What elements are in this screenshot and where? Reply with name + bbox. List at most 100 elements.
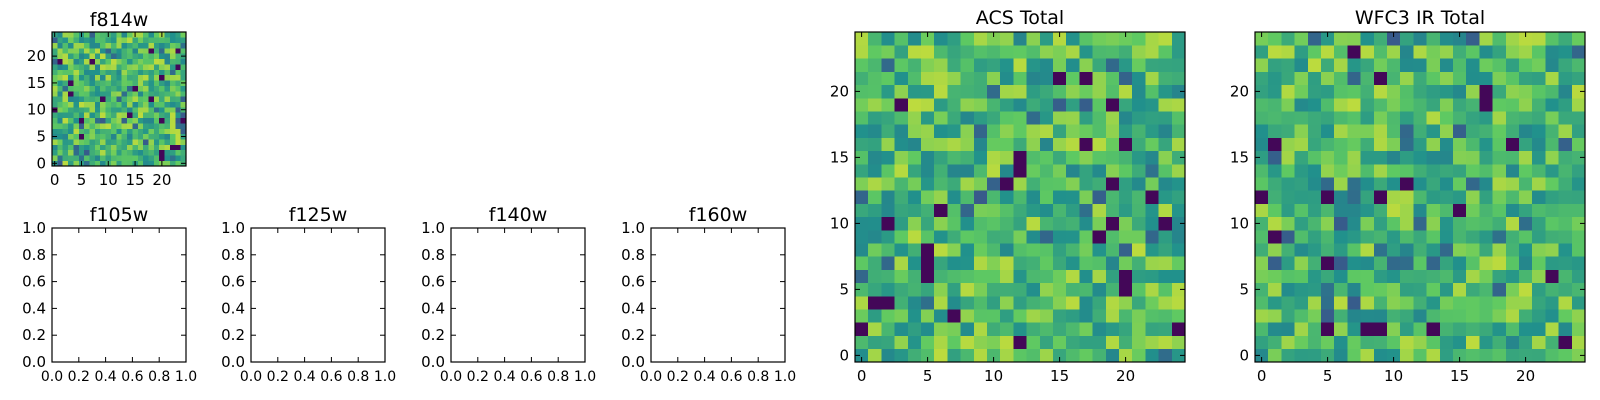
heatmap-cell	[907, 296, 922, 310]
heatmap-cell	[1132, 124, 1146, 138]
heatmap-cell	[68, 123, 74, 129]
heatmap-cell	[1294, 164, 1309, 178]
heatmap-cell	[1066, 98, 1080, 112]
heatmap-cell	[121, 117, 128, 124]
heatmap-cell	[1092, 230, 1107, 244]
heatmap-cell	[1360, 150, 1375, 165]
heatmap-cell	[1066, 58, 1080, 72]
heatmap-cell	[148, 96, 155, 102]
heatmap-cell	[1466, 309, 1480, 323]
heatmap-cell	[907, 243, 922, 257]
heatmap-cell	[1255, 58, 1269, 72]
heatmap-cell	[973, 309, 988, 323]
heatmap-cell	[1268, 190, 1282, 204]
heatmap-cell	[94, 80, 101, 86]
heatmap-cell	[1532, 282, 1546, 297]
heatmap-cell	[1145, 111, 1159, 125]
heatmap-cell	[987, 32, 1001, 46]
heatmap-cell	[960, 137, 975, 152]
heatmap-cell	[1334, 309, 1348, 323]
heatmap-cell	[1505, 282, 1520, 297]
heatmap-cell	[132, 53, 139, 60]
heatmap-cell	[855, 98, 869, 112]
heatmap-cell	[907, 269, 922, 284]
heatmap-cell	[116, 80, 122, 86]
heatmap-cell	[881, 256, 895, 270]
heatmap-cell	[57, 32, 64, 38]
heatmap-cell	[153, 80, 160, 86]
heatmap-cell	[934, 111, 948, 125]
heatmap-cell	[1119, 111, 1133, 125]
x-tick-label: 0	[857, 367, 867, 385]
heatmap-cell	[1558, 45, 1573, 59]
heatmap-cell	[89, 96, 96, 102]
x-tick-label: 0	[50, 171, 60, 189]
heatmap-cell	[127, 42, 133, 49]
heatmap-cell	[57, 53, 64, 60]
heatmap-cell	[110, 69, 117, 76]
heatmap-cell	[84, 53, 90, 60]
heatmap-cell	[57, 96, 64, 102]
heatmap-cell	[1347, 269, 1361, 284]
heatmap-cell	[62, 101, 69, 108]
y-tick-label: 0.0	[221, 353, 245, 371]
heatmap-cell	[78, 69, 85, 76]
heatmap-cell	[1000, 256, 1014, 270]
x-tick-label: 5	[1323, 367, 1333, 385]
heatmap-cell	[921, 322, 935, 336]
heatmap-cell	[78, 117, 85, 124]
heatmap-cell	[180, 48, 187, 54]
heatmap-cell	[1571, 335, 1586, 350]
heatmap-cell	[1439, 309, 1454, 323]
heatmap-cell	[89, 74, 96, 81]
heatmap-cell	[1105, 256, 1120, 270]
heatmap-cell	[57, 58, 64, 65]
heatmap-cell	[1426, 71, 1441, 86]
heatmap-cell	[1453, 296, 1467, 310]
heatmap-cell	[110, 149, 117, 156]
heatmap-cell	[1571, 137, 1586, 152]
heatmap-cell	[100, 160, 106, 167]
heatmap-cell	[1281, 282, 1295, 297]
heatmap-cell	[164, 96, 171, 102]
heatmap-cell	[100, 37, 106, 44]
heatmap-cell	[132, 128, 139, 135]
heatmap-cell	[907, 335, 922, 350]
heatmap-cell	[881, 203, 895, 218]
heatmap-cell	[180, 74, 187, 81]
heatmap-cell	[52, 48, 58, 54]
heatmap-cell	[1268, 58, 1282, 72]
heatmap-cell	[1171, 98, 1186, 112]
heatmap-cell	[1079, 150, 1093, 165]
heatmap-cell	[169, 160, 176, 167]
heatmap-cell	[947, 216, 961, 231]
heatmap-cell	[68, 48, 74, 54]
heatmap-cell	[1400, 216, 1414, 231]
heatmap-cell	[132, 155, 139, 161]
heatmap-cell	[1558, 98, 1573, 112]
heatmap-cell	[1171, 137, 1186, 152]
heatmap-cell	[1255, 164, 1269, 178]
heatmap-cell	[105, 101, 112, 108]
heatmap-cell	[137, 155, 144, 161]
heatmap-cell	[148, 144, 155, 151]
heatmap-cell	[1373, 150, 1388, 165]
heatmap-cell	[1132, 111, 1146, 125]
heatmap-cell	[57, 37, 64, 44]
heatmap-cell	[1053, 150, 1067, 165]
heatmap-cell	[121, 139, 128, 145]
heatmap-cell	[1066, 203, 1080, 218]
heatmap-cell	[960, 45, 975, 59]
heatmap-cell	[84, 64, 90, 70]
heatmap-cell	[110, 74, 117, 81]
heatmap-cell	[1053, 256, 1067, 270]
heatmap-cell	[960, 124, 975, 138]
heatmap-cell	[934, 269, 948, 284]
heatmap-cell	[1334, 216, 1348, 231]
heatmap-cell	[1453, 111, 1467, 125]
heatmap-cell	[1400, 322, 1414, 336]
heatmap-cell	[1026, 84, 1041, 99]
heatmap-cell	[934, 84, 948, 99]
heatmap-cell	[1053, 322, 1067, 336]
